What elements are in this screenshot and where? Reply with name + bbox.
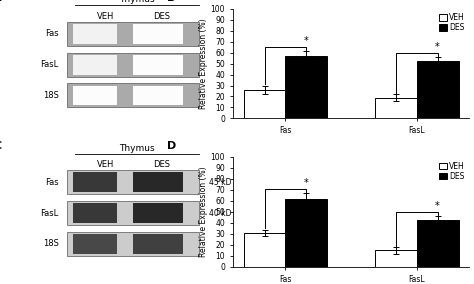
Bar <box>73 203 117 223</box>
Bar <box>133 55 183 74</box>
Text: C: C <box>0 141 1 151</box>
Text: DES: DES <box>153 160 170 169</box>
Bar <box>374 250 417 267</box>
Text: *: * <box>435 42 440 52</box>
Text: DES: DES <box>153 12 170 21</box>
Bar <box>244 233 285 267</box>
Text: 18S: 18S <box>43 239 59 248</box>
Text: 40 kD: 40 kD <box>209 208 231 218</box>
Text: B: B <box>166 0 175 3</box>
Bar <box>417 61 458 118</box>
Text: Thymus: Thymus <box>119 144 155 153</box>
Bar <box>67 53 199 77</box>
Text: *: * <box>304 36 309 47</box>
Y-axis label: Relative Expression (%): Relative Expression (%) <box>199 167 208 257</box>
Bar <box>73 234 117 254</box>
Bar <box>417 220 458 267</box>
Text: D: D <box>166 141 176 151</box>
Bar <box>133 85 183 105</box>
Text: Fas: Fas <box>45 29 59 38</box>
Y-axis label: Relative Expression (%): Relative Expression (%) <box>199 18 208 109</box>
Text: 45 kD: 45 kD <box>209 178 231 187</box>
Text: VEH: VEH <box>98 12 115 21</box>
Bar <box>133 234 183 254</box>
Text: *: * <box>435 201 440 211</box>
Text: 18S: 18S <box>43 91 59 100</box>
Bar <box>244 90 285 118</box>
Bar <box>73 172 117 192</box>
Bar <box>133 203 183 223</box>
Bar <box>285 56 328 118</box>
Legend: VEH, DES: VEH, DES <box>438 161 465 181</box>
Bar <box>133 172 183 192</box>
Bar <box>133 24 183 44</box>
Bar <box>67 83 199 108</box>
Bar <box>67 170 199 194</box>
Bar <box>285 199 328 267</box>
Bar <box>73 24 117 44</box>
Bar <box>374 98 417 118</box>
Legend: VEH, DES: VEH, DES <box>438 12 465 33</box>
Bar <box>67 232 199 256</box>
Text: *: * <box>304 178 309 188</box>
Text: A: A <box>0 0 1 3</box>
Text: FasL: FasL <box>41 60 59 69</box>
Text: VEH: VEH <box>98 160 115 169</box>
Text: Thymus: Thymus <box>119 0 155 4</box>
Bar <box>73 85 117 105</box>
Bar <box>67 22 199 46</box>
Bar <box>73 55 117 74</box>
Bar <box>67 201 199 225</box>
Text: FasL: FasL <box>41 208 59 218</box>
Text: Fas: Fas <box>45 178 59 187</box>
